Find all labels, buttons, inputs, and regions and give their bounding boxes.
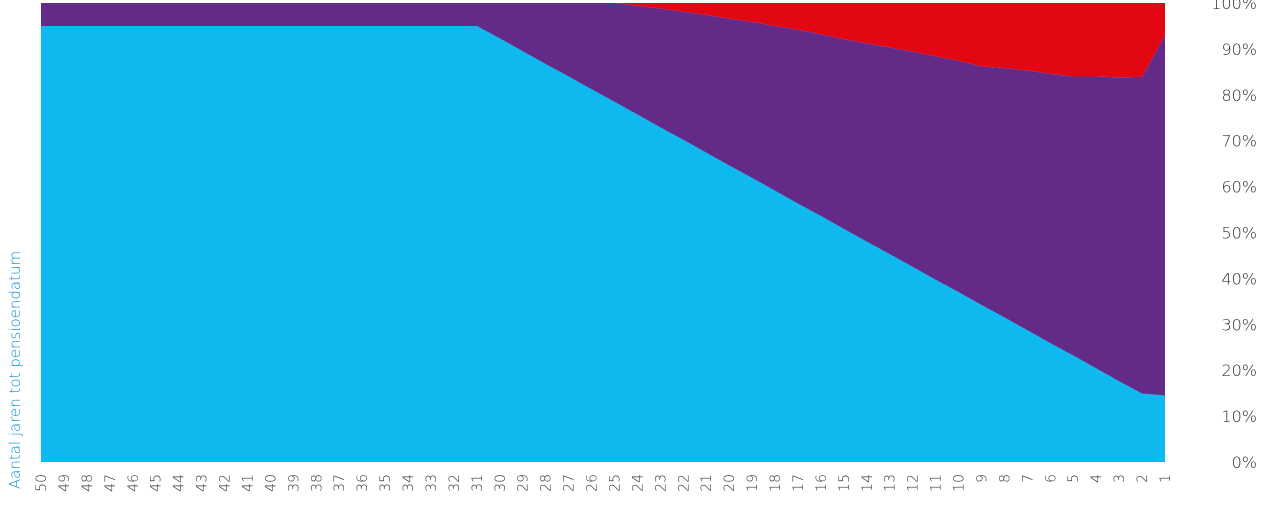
y-axis-title: Aantal jaren tot pensioendatum xyxy=(6,251,24,489)
y-tick-label: 30% xyxy=(1221,315,1257,334)
x-tick-label: 50 xyxy=(34,474,50,492)
x-tick-label: 40 xyxy=(263,474,279,492)
x-tick-label: 18 xyxy=(768,474,784,492)
x-tick-label: 12 xyxy=(906,474,922,492)
x-tick-label: 27 xyxy=(562,474,578,492)
x-tick-label: 6 xyxy=(1043,474,1059,483)
x-tick-label: 29 xyxy=(516,474,532,492)
x-tick-label: 46 xyxy=(126,474,142,492)
y-tick-label: 10% xyxy=(1221,407,1257,426)
x-axis-ticks: 50 49 48 47 46 45 44 43 42 41 40 39 38 37 36 35 34 33 32 31… xyxy=(34,474,1174,492)
x-tick-label: 48 xyxy=(80,474,96,492)
x-tick-label: 20 xyxy=(722,474,738,492)
x-tick-label: 2 xyxy=(1135,474,1151,483)
y-tick-label: 60% xyxy=(1221,178,1257,197)
x-tick-label: 14 xyxy=(860,474,876,492)
x-tick-label: 34 xyxy=(401,474,417,492)
x-tick-label: 36 xyxy=(355,474,371,492)
x-tick-label: 17 xyxy=(791,474,807,492)
x-tick-label: 24 xyxy=(630,474,646,492)
x-tick-label: 38 xyxy=(309,474,325,492)
x-tick-label: 25 xyxy=(607,474,623,492)
y-tick-label: 20% xyxy=(1221,361,1257,380)
x-tick-label: 23 xyxy=(653,474,669,492)
x-tick-label: 26 xyxy=(585,474,601,492)
area-series-2 xyxy=(41,3,1165,396)
x-tick-label: 1 xyxy=(1158,474,1174,483)
area-series-1 xyxy=(41,25,1165,462)
x-tick-label: 32 xyxy=(447,474,463,492)
y-tick-label: 50% xyxy=(1221,224,1257,243)
x-tick-label: 47 xyxy=(103,474,119,492)
x-tick-label: 16 xyxy=(814,474,830,492)
area-series-3 xyxy=(41,3,1165,78)
x-tick-label: 11 xyxy=(929,474,945,492)
y-tick-label: 0% xyxy=(1232,453,1257,472)
x-tick-label: 39 xyxy=(286,474,302,492)
area-series-group xyxy=(41,3,1165,462)
x-tick-label: 43 xyxy=(195,474,211,492)
y-tick-label: 80% xyxy=(1221,86,1257,105)
y-tick-label: 90% xyxy=(1221,40,1257,59)
y-tick-label: 40% xyxy=(1221,269,1257,288)
x-tick-label: 41 xyxy=(240,474,256,492)
x-tick-label: 31 xyxy=(470,474,486,492)
x-tick-label: 33 xyxy=(424,474,440,492)
x-tick-label: 37 xyxy=(332,474,348,492)
x-tick-label: 15 xyxy=(837,474,853,492)
x-tick-label: 44 xyxy=(172,474,188,492)
x-tick-label: 3 xyxy=(1112,474,1128,483)
x-tick-label: 10 xyxy=(952,474,968,492)
x-tick-label: 9 xyxy=(974,474,990,483)
y-axis-ticks: 0% 10% 20% 30% 40% 50% 60% 70% 80% 90% 100% xyxy=(1211,0,1257,472)
x-tick-label: 8 xyxy=(997,474,1013,483)
x-tick-label: 7 xyxy=(1020,474,1036,483)
x-tick-label: 22 xyxy=(676,474,692,492)
x-tick-label: 42 xyxy=(218,474,234,492)
x-tick-label: 5 xyxy=(1066,474,1082,483)
y-tick-label: 100% xyxy=(1211,0,1257,13)
x-tick-label: 28 xyxy=(539,474,555,492)
x-tick-label: 19 xyxy=(745,474,761,492)
x-tick-label: 30 xyxy=(493,474,509,492)
x-tick-label: 45 xyxy=(149,474,165,492)
x-tick-label: 21 xyxy=(699,474,715,492)
x-tick-label: 13 xyxy=(883,474,899,492)
x-tick-label: 4 xyxy=(1089,474,1105,483)
y-tick-label: 70% xyxy=(1221,132,1257,151)
x-tick-label: 49 xyxy=(57,474,73,492)
x-tick-label: 35 xyxy=(378,474,394,492)
